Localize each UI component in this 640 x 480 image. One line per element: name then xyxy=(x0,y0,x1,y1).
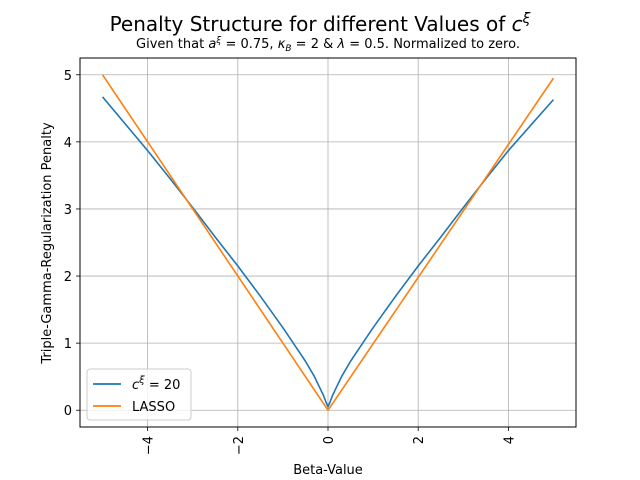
x-axis-ticks: −4 −2 0 2 4 xyxy=(142,427,517,455)
legend-label-series-0: cξ = 20 xyxy=(132,375,180,393)
y-axis-ticks: 0 1 2 3 4 5 xyxy=(64,69,80,419)
legend: cξ = 20 LASSO xyxy=(86,368,192,421)
plot-series xyxy=(101,74,555,412)
chart-title: Penalty Structure for different Values o… xyxy=(110,11,531,36)
y-tick-label: 3 xyxy=(64,203,72,218)
x-tick-label: 4 xyxy=(502,436,517,444)
plot-frame xyxy=(79,57,577,428)
x-tick-label: 2 xyxy=(412,436,427,444)
series-line-0 xyxy=(101,96,555,408)
y-tick-label: 2 xyxy=(64,270,72,285)
y-tick-label: 0 xyxy=(64,404,72,419)
chart-subtitle: Given that aξ = 0.75, κB = 2 & λ = 0.5. … xyxy=(136,36,520,54)
y-axis-label: Triple-Gamma-Regularization Penalty xyxy=(40,122,55,365)
y-tick-label: 5 xyxy=(64,69,72,84)
legend-label-series-1: LASSO xyxy=(132,400,175,415)
x-tick-label: 0 xyxy=(322,436,337,444)
x-tick-label: −4 xyxy=(142,436,157,455)
y-tick-label: 4 xyxy=(64,136,72,151)
x-tick-label: −2 xyxy=(232,436,247,455)
x-axis-label: Beta-Value xyxy=(293,463,363,478)
y-tick-label: 1 xyxy=(64,337,72,352)
series-line-1 xyxy=(101,74,555,412)
legend-frame xyxy=(86,368,192,421)
